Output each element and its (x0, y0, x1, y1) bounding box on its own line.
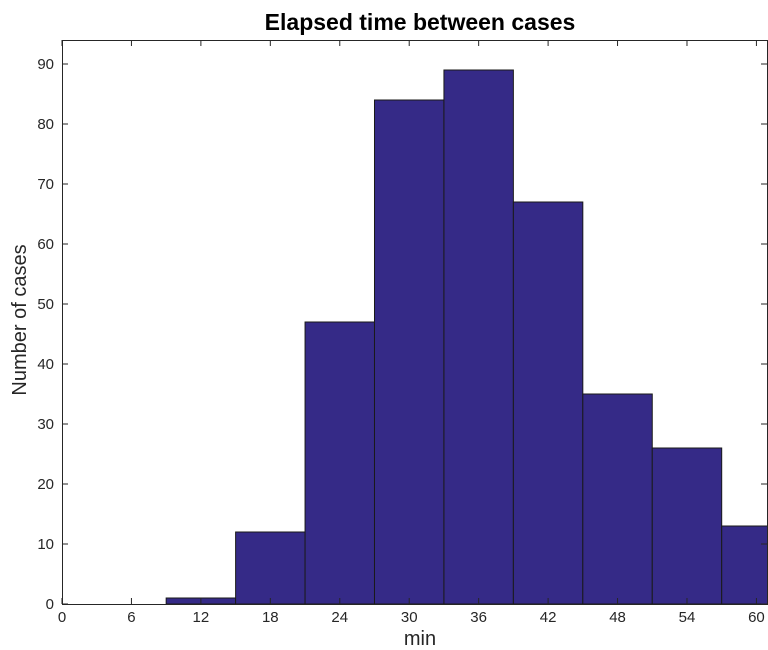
x-tick-label: 6 (127, 609, 135, 626)
histogram-bar-9 (721, 525, 768, 605)
y-tick-label: 50 (37, 296, 54, 313)
y-axis: 0 10 20 30 40 50 60 70 80 90 (37, 56, 767, 613)
y-tick-label: 70 (37, 176, 54, 193)
x-tick-label: 12 (193, 609, 210, 626)
histogram-bar-6 (512, 201, 584, 605)
y-tick-label: 10 (37, 536, 54, 553)
x-tick-label: 48 (609, 609, 626, 626)
x-tick-label: 36 (470, 609, 487, 626)
x-axis: 0 6 12 18 24 30 36 42 48 54 60 (58, 40, 765, 626)
x-tick-label: 54 (679, 609, 696, 626)
y-tick-label: 30 (37, 416, 54, 433)
y-tick-label: 20 (37, 476, 54, 493)
y-tick-label: 80 (37, 116, 54, 133)
x-tick-label: 24 (331, 609, 348, 626)
histogram-bar-7 (582, 393, 653, 605)
y-tick-label: 40 (37, 356, 54, 373)
x-tick-label: 0 (58, 609, 66, 626)
histogram-bar-8 (651, 447, 723, 605)
x-axis-label: min (404, 628, 436, 650)
chart-title: Elapsed time between cases (265, 9, 576, 35)
histogram-bar-4 (373, 99, 445, 605)
histogram-bar-5 (443, 69, 514, 605)
y-tick-label: 0 (46, 596, 54, 613)
bars-layer (165, 69, 768, 605)
x-tick-label: 18 (262, 609, 279, 626)
y-axis-label: Number of cases (9, 244, 31, 395)
x-tick-label: 30 (401, 609, 418, 626)
x-tick-label: 42 (540, 609, 557, 626)
x-tick-label: 60 (748, 609, 765, 626)
histogram-bar-2 (235, 531, 306, 605)
y-tick-label: 90 (37, 56, 54, 73)
y-tick-label: 60 (37, 236, 54, 253)
histogram-bar-3 (304, 321, 375, 605)
